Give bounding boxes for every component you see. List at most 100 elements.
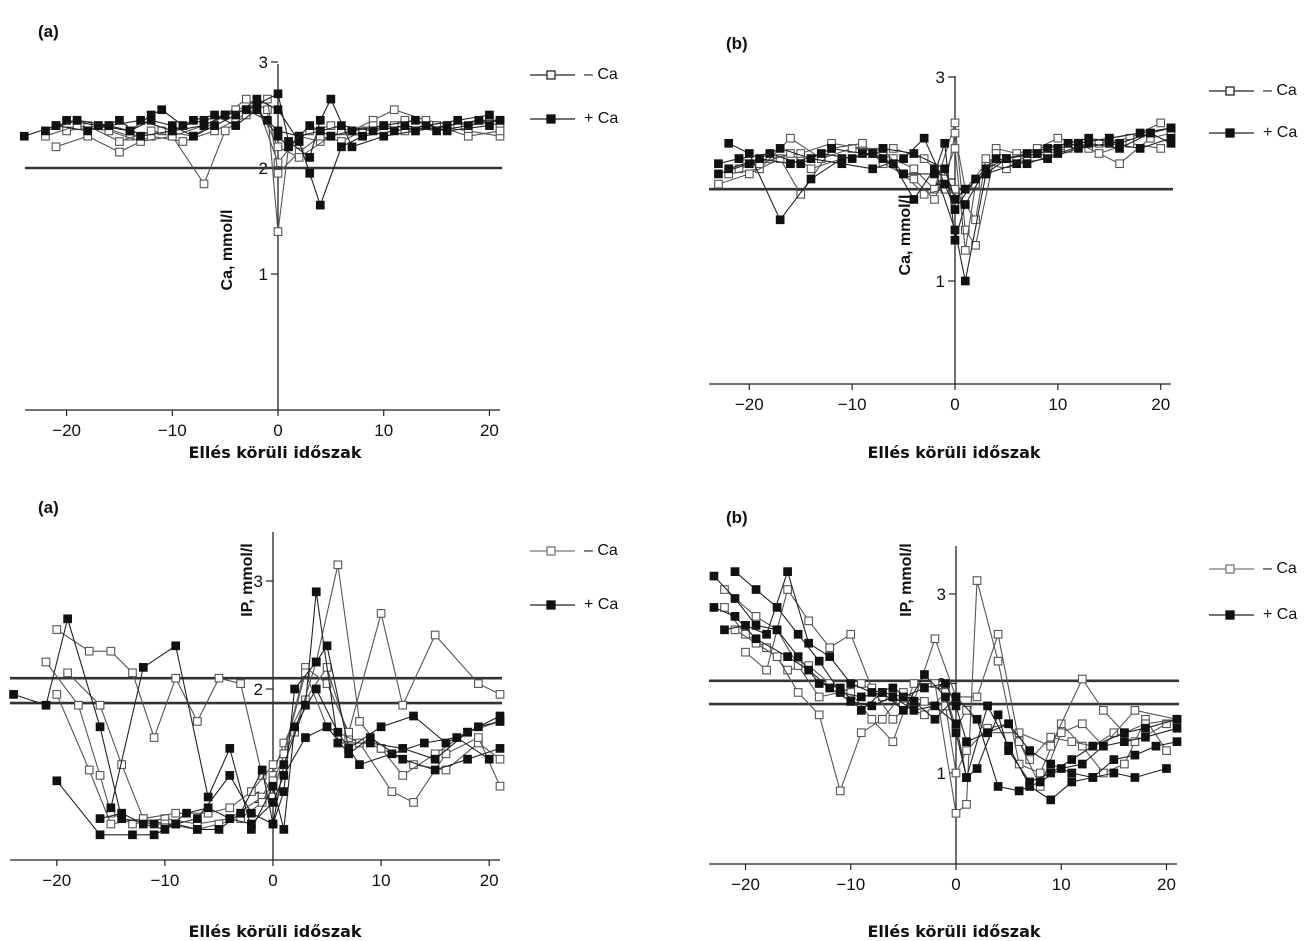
filled-square-marker-icon: [530, 600, 575, 610]
data-point: [358, 131, 367, 141]
data-point: [1120, 728, 1129, 738]
data-point: [157, 105, 167, 115]
data-point: [1109, 755, 1119, 764]
data-point: [376, 722, 386, 732]
data-point: [268, 781, 278, 791]
data-point: [1130, 773, 1140, 782]
data-point: [1109, 768, 1119, 778]
series-line: [724, 569, 1178, 792]
data-point: [1067, 755, 1077, 764]
data-point: [430, 765, 440, 775]
data-point: [1162, 746, 1171, 755]
data-point: [941, 679, 950, 688]
data-point: [1067, 777, 1077, 787]
data-point: [751, 620, 761, 630]
data-point: [806, 174, 816, 184]
data-point: [95, 830, 105, 840]
data-point: [106, 803, 116, 813]
data-point: [741, 620, 750, 630]
x-tick-label: 20: [480, 421, 499, 440]
data-point: [762, 629, 771, 639]
data-point: [41, 657, 51, 667]
series-line: [99, 726, 501, 830]
data-point: [1002, 154, 1011, 163]
data-point: [993, 710, 1003, 720]
data-point: [878, 154, 888, 163]
data-point: [816, 149, 826, 158]
data-point: [51, 142, 61, 152]
data-point: [951, 701, 961, 711]
data-point: [1172, 737, 1182, 747]
series-line: [728, 127, 1172, 282]
data-point: [160, 825, 170, 834]
data-point: [376, 609, 386, 618]
data-point: [734, 154, 744, 163]
data-point: [311, 587, 321, 597]
data-point: [225, 803, 235, 813]
data-point: [814, 710, 824, 720]
y-tick-label: 2: [254, 680, 263, 699]
data-point: [981, 154, 991, 163]
data-point: [960, 225, 970, 235]
data-point: [315, 200, 325, 210]
x-tick-label: 10: [372, 871, 391, 890]
data-point: [962, 746, 971, 755]
data-point: [899, 706, 908, 715]
data-point: [1098, 706, 1108, 715]
data-point: [1053, 149, 1063, 158]
data-point: [474, 733, 483, 742]
data-point: [95, 814, 105, 823]
data-point: [1035, 777, 1045, 787]
data-point: [128, 668, 137, 678]
data-point: [899, 154, 908, 163]
data-point: [867, 701, 877, 711]
data-point: [972, 692, 982, 702]
data-point: [783, 567, 792, 576]
y-tick-label: 3: [937, 585, 946, 604]
panel-bottom-left: (a) −20−1001020123IP, mmol/l Ellés körül…: [0, 470, 654, 941]
data-point: [347, 126, 357, 136]
chart-ip-a: −20−1001020123IP, mmol/l: [9, 532, 505, 890]
y-tick-label: 3: [259, 53, 268, 72]
data-point: [909, 195, 919, 204]
data-point: [136, 131, 145, 141]
data-point: [214, 673, 224, 683]
data-point: [1067, 768, 1077, 778]
data-point: [772, 625, 782, 635]
filled-square-marker-icon: [530, 114, 575, 124]
data-point: [387, 749, 397, 759]
data-point: [1014, 786, 1024, 796]
data-point: [136, 115, 145, 125]
data-point: [1130, 750, 1140, 760]
data-point: [709, 603, 719, 612]
data-point: [365, 733, 375, 742]
data-point: [231, 110, 241, 120]
y-tick-label: 2: [936, 170, 945, 189]
data-point: [951, 728, 961, 738]
x-axis-label: Ellés körüli időszak: [867, 443, 1041, 462]
data-point: [167, 126, 177, 136]
data-point: [257, 765, 267, 775]
data-point: [389, 105, 399, 115]
data-point: [279, 760, 289, 769]
data-point: [84, 765, 94, 775]
data-point: [1088, 773, 1098, 782]
data-point: [311, 657, 321, 667]
series-line: [110, 644, 490, 831]
data-point: [84, 646, 94, 656]
data-point: [993, 782, 1003, 791]
data-point: [305, 153, 315, 162]
data-point: [825, 683, 835, 693]
data-point: [95, 722, 105, 732]
data-point: [930, 701, 940, 711]
data-point: [203, 792, 213, 802]
legend-label: + Ca: [1263, 606, 1298, 623]
data-point: [1022, 149, 1032, 158]
x-tick-label: −20: [52, 421, 81, 440]
data-point: [463, 121, 473, 130]
data-point: [41, 126, 50, 136]
data-point: [409, 711, 418, 721]
data-point: [951, 692, 961, 702]
x-tick-label: −10: [158, 421, 187, 440]
data-point: [1043, 144, 1052, 153]
